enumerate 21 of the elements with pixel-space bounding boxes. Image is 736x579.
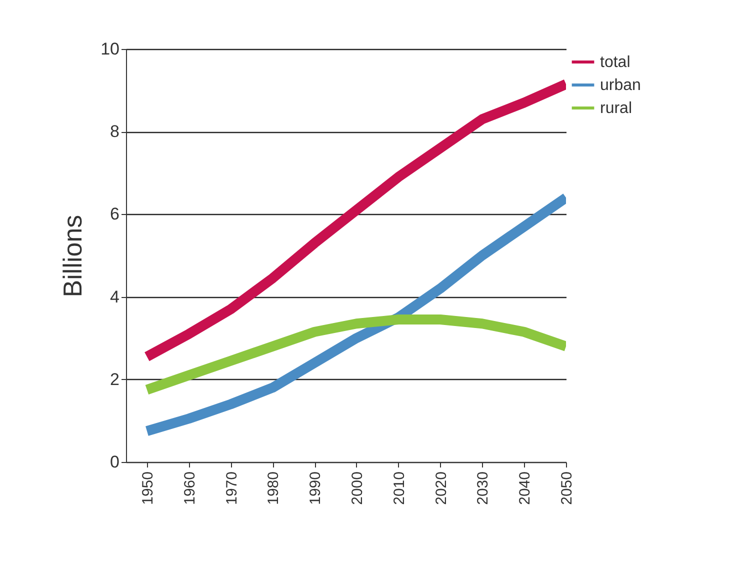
x-tick-label: 1980 (265, 472, 282, 505)
x-tick-label: 2020 (432, 472, 450, 505)
legend-label: rural (600, 100, 632, 117)
y-tick-label: 0 (110, 452, 120, 472)
x-tick-label: 1960 (181, 472, 198, 505)
y-axis-title: Billions (58, 214, 88, 298)
x-tick-label: 2050 (558, 472, 576, 505)
x-tick-label: 2040 (516, 472, 534, 505)
legend-label: total (600, 54, 630, 71)
x-tick-label: 1990 (307, 472, 324, 505)
x-tick-label: 2030 (474, 472, 492, 505)
y-tick-label: 4 (110, 287, 120, 306)
x-tick-label: 1970 (223, 472, 240, 505)
x-tick-label: 1950 (139, 472, 156, 505)
y-tick-label: 2 (110, 370, 120, 389)
x-tick-label: 2010 (390, 472, 408, 505)
y-tick-label: 8 (110, 122, 120, 142)
legend-label: urban (600, 77, 641, 94)
y-tick-label: 10 (100, 40, 120, 58)
x-tick-label: 2000 (348, 472, 366, 505)
y-tick-label: 6 (110, 204, 120, 224)
